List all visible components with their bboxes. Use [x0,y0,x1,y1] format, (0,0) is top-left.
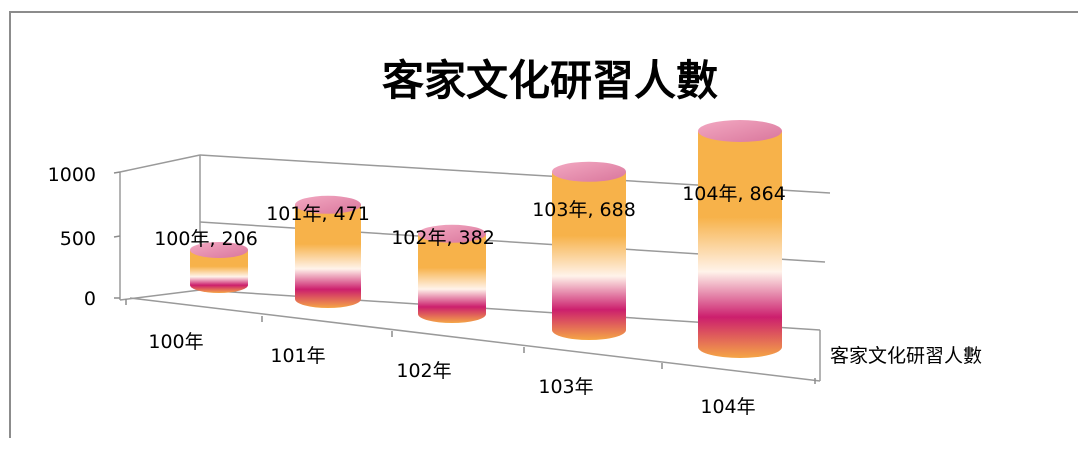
bar-body [698,131,782,358]
bar-body [295,204,361,308]
bar [190,241,248,293]
bar-body [552,171,626,340]
bar-top [295,195,361,214]
bar-top [418,224,486,243]
bar-top [552,161,626,182]
bar [552,161,626,340]
wall-side-left [119,154,201,173]
x-axis-ticks [125,299,816,384]
bar-top [698,120,782,142]
x-tick-label: 104年 [700,396,755,418]
bar [295,195,361,308]
bar-body [190,249,248,293]
y-tick-label: 1000 [48,164,96,186]
x-tick-label: 100年 [148,331,203,353]
x-tick-label: 102年 [396,360,451,382]
bar-body [418,233,486,323]
data-label: 100年, 206 [154,228,258,250]
x-tick-label: 103年 [538,376,593,398]
x-tick-labels: 100年 101年 102年 103年 104年 [148,331,755,418]
data-label: 104年, 864 [682,183,786,205]
series-axis-label: 客家文化研習人數 [830,345,982,367]
x-tick-label: 101年 [270,345,325,367]
chart-title: 客家文化研習人數 [382,56,718,105]
bar [698,120,782,358]
bar [418,224,486,323]
data-labels: 100年, 206 101年, 471 102年, 382 103年, 688 104年… [154,183,786,250]
y-axis-ticks [113,171,121,299]
data-label: 101年, 471 [266,203,370,225]
bars-group [190,120,782,358]
bar-top [190,241,248,258]
y-tick-label: 500 [60,228,96,250]
floor-front [129,297,821,382]
data-label: 103年, 688 [532,199,636,221]
chart-area-border [9,11,1078,438]
data-label: 102年, 382 [391,227,495,249]
y-tick-label: 0 [84,288,96,310]
